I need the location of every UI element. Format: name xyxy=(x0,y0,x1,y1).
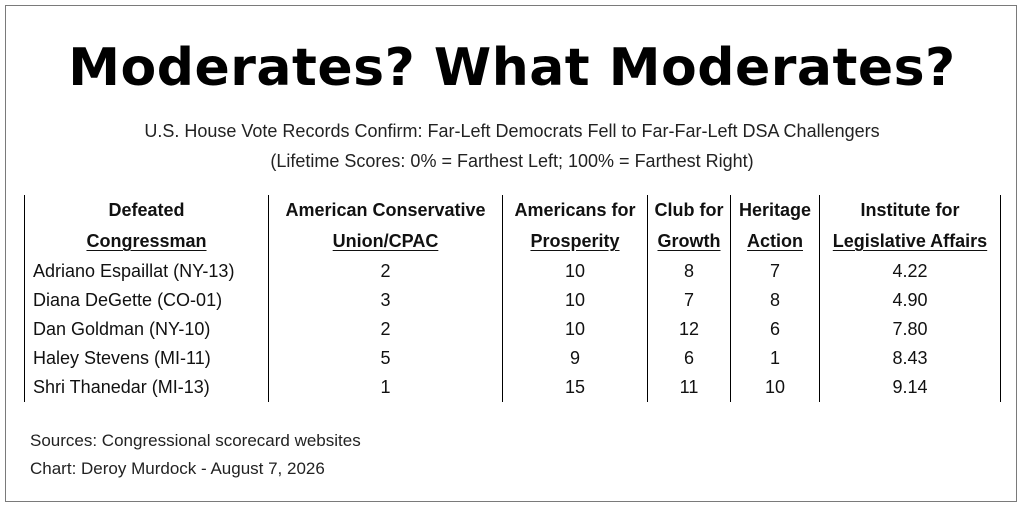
score-cell: 1 xyxy=(730,344,820,373)
column-header: Americans for Prosperity xyxy=(502,195,648,257)
score-cell: 10 xyxy=(502,257,648,286)
score-cell: 9 xyxy=(502,344,648,373)
score-cell: 6 xyxy=(647,344,731,373)
score-cell: 8.43 xyxy=(819,344,1001,373)
column-header-line2: Prosperity xyxy=(530,231,620,251)
score-cell: 7.80 xyxy=(819,315,1001,344)
score-cell: 12 xyxy=(647,315,731,344)
column-header-line2: Legislative Affairs xyxy=(832,231,988,251)
column-header: Heritage Action xyxy=(730,195,820,257)
score-cell: 4.90 xyxy=(819,286,1001,315)
score-cell: 9.14 xyxy=(819,373,1001,402)
chart-subtitle: U.S. House Vote Records Confirm: Far-Lef… xyxy=(144,121,880,141)
scores-table: Defeated Congressman American Conservativ… xyxy=(24,195,1001,402)
score-cell: 2 xyxy=(268,257,503,286)
score-cell: 6 xyxy=(730,315,820,344)
congressman-cell: Shri Thanedar (MI-13) xyxy=(24,373,269,402)
score-scale-note: (Lifetime Scores: 0% = Farthest Left; 10… xyxy=(270,151,754,171)
column-header: American Conservative Union/CPAC xyxy=(268,195,503,257)
score-cell: 8 xyxy=(647,257,731,286)
congressman-cell: Dan Goldman (NY-10) xyxy=(24,315,269,344)
table-row: Adriano Espaillat (NY-13) 2 10 8 7 4.22 xyxy=(24,257,1001,286)
table-row: Diana DeGette (CO-01) 3 10 7 8 4.90 xyxy=(24,286,1001,315)
column-header-line2: Union/CPAC xyxy=(332,231,439,251)
score-cell: 8 xyxy=(730,286,820,315)
column-header-line1: Defeated xyxy=(108,200,185,220)
score-cell: 10 xyxy=(730,373,820,402)
score-cell: 11 xyxy=(647,373,731,402)
column-header-line1: American Conservative xyxy=(285,200,486,220)
score-cell: 10 xyxy=(502,315,648,344)
table-row: Haley Stevens (MI-11) 5 9 6 1 8.43 xyxy=(24,344,1001,373)
chart-title: Moderates? What Moderates? xyxy=(68,38,956,98)
table-header-row: Defeated Congressman American Conservativ… xyxy=(24,195,1001,257)
congressman-cell: Haley Stevens (MI-11) xyxy=(24,344,269,373)
score-cell: 2 xyxy=(268,315,503,344)
column-header: Club for Growth xyxy=(647,195,731,257)
score-cell: 7 xyxy=(730,257,820,286)
score-cell: 7 xyxy=(647,286,731,315)
sources-note: Sources: Congressional scorecard website… xyxy=(30,431,361,450)
score-cell: 4.22 xyxy=(819,257,1001,286)
score-cell: 5 xyxy=(268,344,503,373)
column-header-line1: Institute for xyxy=(860,200,960,220)
score-cell: 3 xyxy=(268,286,503,315)
congressman-cell: Diana DeGette (CO-01) xyxy=(24,286,269,315)
table-row: Shri Thanedar (MI-13) 1 15 11 10 9.14 xyxy=(24,373,1001,402)
column-header-line1: Americans for xyxy=(514,200,636,220)
column-header-line1: Club for xyxy=(654,200,724,220)
chart-credit: Chart: Deroy Murdock - August 7, 2026 xyxy=(30,459,325,478)
column-header-line2: Growth xyxy=(657,231,721,251)
column-header-line1: Heritage xyxy=(738,200,812,220)
score-cell: 1 xyxy=(268,373,503,402)
congressman-cell: Adriano Espaillat (NY-13) xyxy=(24,257,269,286)
column-header: Institute for Legislative Affairs xyxy=(819,195,1001,257)
table-row: Dan Goldman (NY-10) 2 10 12 6 7.80 xyxy=(24,315,1001,344)
score-cell: 15 xyxy=(502,373,648,402)
score-cell: 10 xyxy=(502,286,648,315)
column-header: Defeated Congressman xyxy=(24,195,269,257)
column-header-line2: Action xyxy=(747,231,803,251)
column-header-line2: Congressman xyxy=(86,231,207,251)
